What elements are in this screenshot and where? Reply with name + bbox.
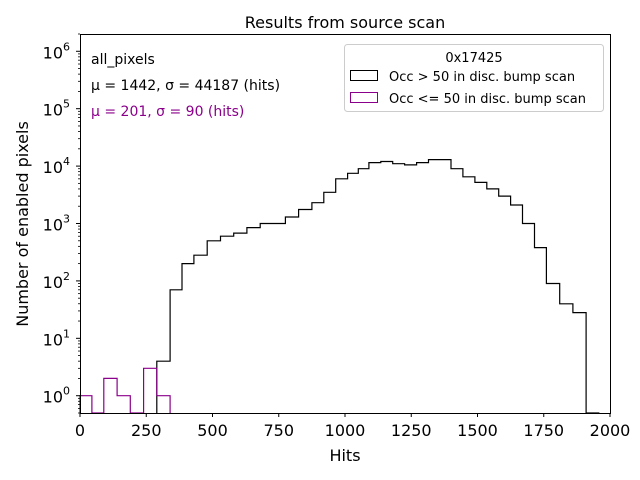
y-tick-label: 101 [43, 327, 70, 349]
annotation-label: all_pixels [91, 52, 155, 68]
ticks-layer: 0 250 500 750 1000 1250 1500 1750 2000 100 101 102 1… [43, 33, 631, 440]
legend-swatch-purple [350, 92, 378, 103]
chart-title: Results from source scan [245, 13, 445, 32]
y-tick-label: 102 [43, 270, 70, 292]
legend-title: 0x17425 [445, 51, 502, 66]
x-tick-label: 1750 [523, 421, 564, 440]
series-1-step-outline [79, 367, 171, 414]
x-tick-label: 1250 [391, 421, 432, 440]
x-tick-label: 0 [75, 421, 85, 440]
y-tick-label: 104 [43, 155, 70, 177]
legend-swatch-black [350, 70, 378, 81]
y-axis-label: Number of enabled pixels [13, 121, 32, 327]
x-tick-label: 250 [131, 421, 162, 440]
plot-frame [80, 34, 611, 414]
x-tick-label: 750 [263, 421, 294, 440]
series-layer [79, 159, 600, 414]
annotation-stats-black: μ = 1442, σ = 44187 (hits) [91, 78, 280, 94]
legend: 0x17425 Occ > 50 in disc. bump scan Occ … [344, 44, 604, 112]
annotation-stats-purple: μ = 201, σ = 90 (hits) [91, 104, 244, 120]
x-axis-label: Hits [329, 446, 360, 465]
legend-box [344, 44, 604, 112]
y-tick-label: 100 [43, 385, 70, 407]
x-tick-label: 500 [197, 421, 228, 440]
y-tick-label: 105 [43, 98, 70, 120]
series-0-step-outline [156, 159, 600, 414]
legend-entry-black: Occ > 50 in disc. bump scan [389, 70, 575, 85]
x-tick-label: 1500 [457, 421, 498, 440]
y-tick-label: 106 [43, 40, 70, 62]
x-tick-label: 2000 [590, 421, 631, 440]
y-tick-label: 103 [43, 213, 70, 235]
x-tick-label: 1000 [325, 421, 366, 440]
legend-entry-purple: Occ <= 50 in disc. bump scan [389, 92, 586, 107]
